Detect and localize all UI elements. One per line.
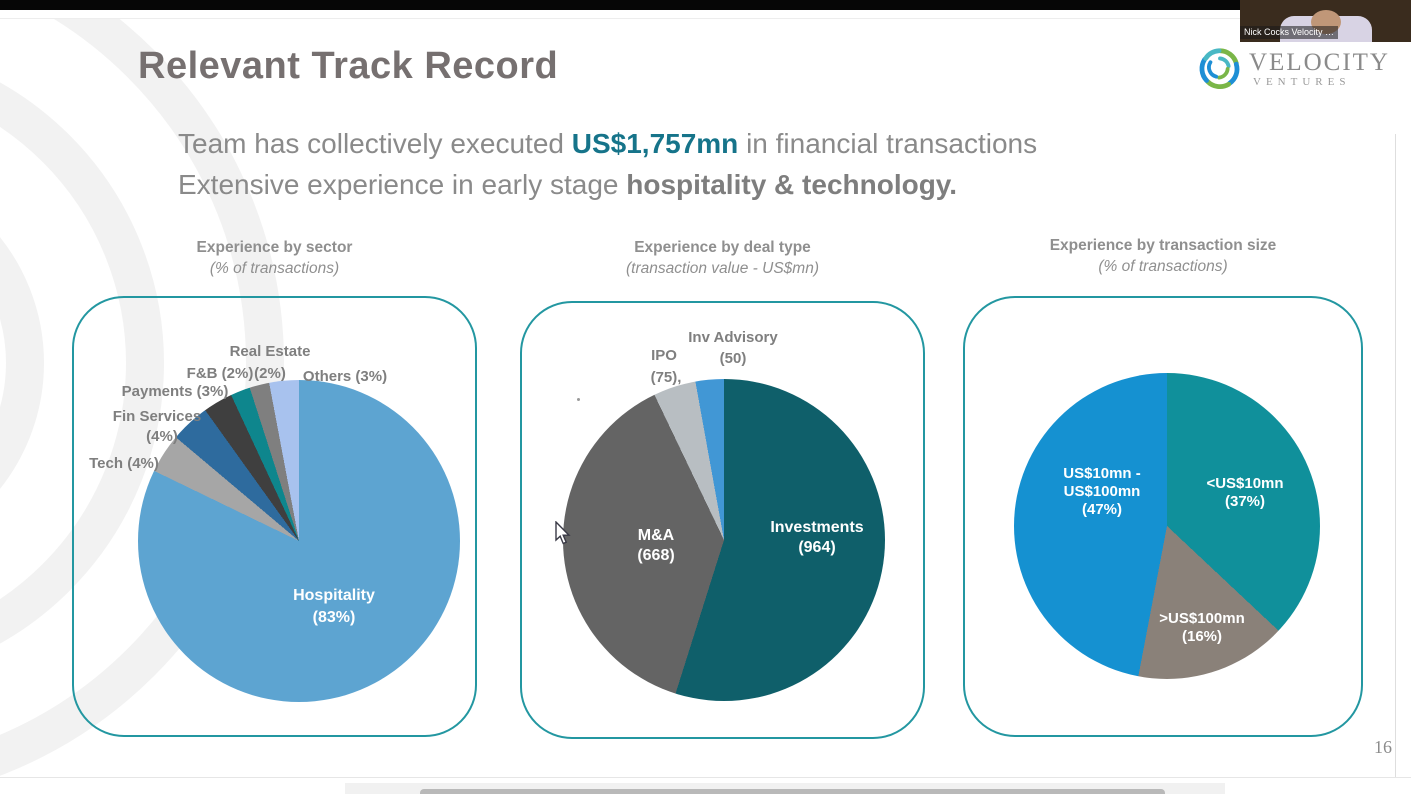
chart3-title: Experience by transaction size — [1049, 237, 1277, 254]
pie1-label-payments: Payments (3%) — [121, 383, 229, 400]
chart1-header: Experience by sector (% of transactions) — [72, 239, 477, 278]
logo-brand-subtext: VENTURES — [1253, 76, 1351, 88]
slide-headline: Team has collectively executed US$1,757m… — [178, 123, 1037, 205]
pie3-label-small-line1: <US$10mn — [1206, 475, 1284, 492]
pie1-label-real-estate: Real Estate — [229, 343, 311, 360]
pie1-label-hospitality: Hospitality — [293, 587, 375, 604]
presentation-slide: Relevant Track Record VELOCITY VENTURES — [0, 18, 1411, 778]
headline-line2-bold: hospitality & technology. — [626, 169, 958, 200]
participant-name-label: Nick Cocks Velocity … — [1240, 26, 1339, 39]
pie2-label-ipo: IPO — [651, 347, 677, 364]
chart1-subtitle: (% of transactions) — [209, 260, 340, 277]
mouse-cursor-icon — [555, 521, 571, 545]
pie2-label-inv-advisory: Inv Advisory — [688, 329, 778, 346]
velocity-swirl-icon — [1199, 48, 1240, 90]
pie2-label-ma: M&A — [637, 527, 675, 544]
pie3-label-small-line2: (37%) — [1224, 493, 1266, 510]
chart2-header: Experience by deal type (transaction val… — [520, 239, 925, 278]
chart2-subtitle: (transaction value - US$mn) — [626, 260, 819, 277]
bottom-toolbar-grip[interactable] — [420, 789, 1165, 794]
participant-video-tile[interactable]: Nick Cocks Velocity … — [1240, 0, 1411, 42]
pie2-label-investments-val: (964) — [798, 539, 836, 556]
pie2-label-inv-advisory-val: (50) — [719, 350, 747, 367]
headline-line1-pre: Team has collectively executed — [178, 128, 572, 159]
window-edge-divider — [1395, 134, 1396, 777]
pie1-label-tech: Tech (4%) — [89, 455, 159, 472]
chart3-card: US$10mn - US$100mn (47%) <US$10mn (37%) … — [963, 296, 1363, 737]
pie3-label-large-line2: (16%) — [1181, 628, 1223, 645]
page-title: Relevant Track Record — [138, 45, 559, 87]
chart3-subtitle: (% of transactions) — [1098, 258, 1228, 275]
pie3-label-mid-line3: (47%) — [1081, 501, 1123, 518]
bottom-toolbar-tray[interactable] — [345, 783, 1225, 794]
ipo-leader-dot — [577, 398, 580, 401]
logo-brand-text: VELOCITY — [1249, 49, 1390, 76]
headline-line1-post: in financial transactions — [738, 128, 1038, 159]
page-number: 16 — [1374, 737, 1392, 757]
pie1-label-fin-services: Fin Services — [112, 408, 202, 425]
chart3-header: Experience by transaction size (% of tra… — [963, 237, 1363, 276]
headline-line1: Team has collectively executed US$1,757m… — [178, 123, 1037, 164]
pie-chart-transaction-size — [1014, 373, 1320, 679]
pie1-label-others: Others (3%) — [302, 368, 388, 385]
pie3-label-mid-line2: US$100mn — [1063, 483, 1141, 500]
pie3-label-large-line1: >US$100mn — [1159, 610, 1245, 627]
pie-chart-sector — [138, 380, 460, 702]
chart1-title: Experience by sector — [196, 239, 353, 256]
pie1-label-fin-services-pct: (4%) — [146, 428, 178, 445]
chart2-title: Experience by deal type — [634, 239, 811, 256]
pie1-label-fnb: F&B (2%) — [186, 365, 254, 382]
pie2-label-investments: Investments — [770, 519, 864, 536]
pie2-label-ma-val: (668) — [637, 547, 675, 564]
headline-line2: Extensive experience in early stage hosp… — [178, 164, 1037, 205]
letterbox-top-bar — [0, 0, 1411, 10]
pie2-label-ipo-val: (75), — [650, 369, 682, 386]
pie1-label-hospitality-pct: (83%) — [312, 609, 356, 626]
chart1-card: Real Estate F&B (2%) (2%) Others (3%) Pa… — [72, 296, 477, 737]
total-transactions-value: US$1,757mn — [571, 128, 739, 159]
pie-chart-deal-type — [563, 379, 885, 701]
chart2-card: Inv Advisory (50) IPO (75), M&A (668) In… — [520, 301, 925, 739]
pie1-label-real-estate-pct: (2%) — [254, 365, 286, 382]
headline-line2-pre: Extensive experience in early stage — [178, 169, 627, 200]
pie3-label-mid-line1: US$10mn - — [1063, 465, 1141, 482]
